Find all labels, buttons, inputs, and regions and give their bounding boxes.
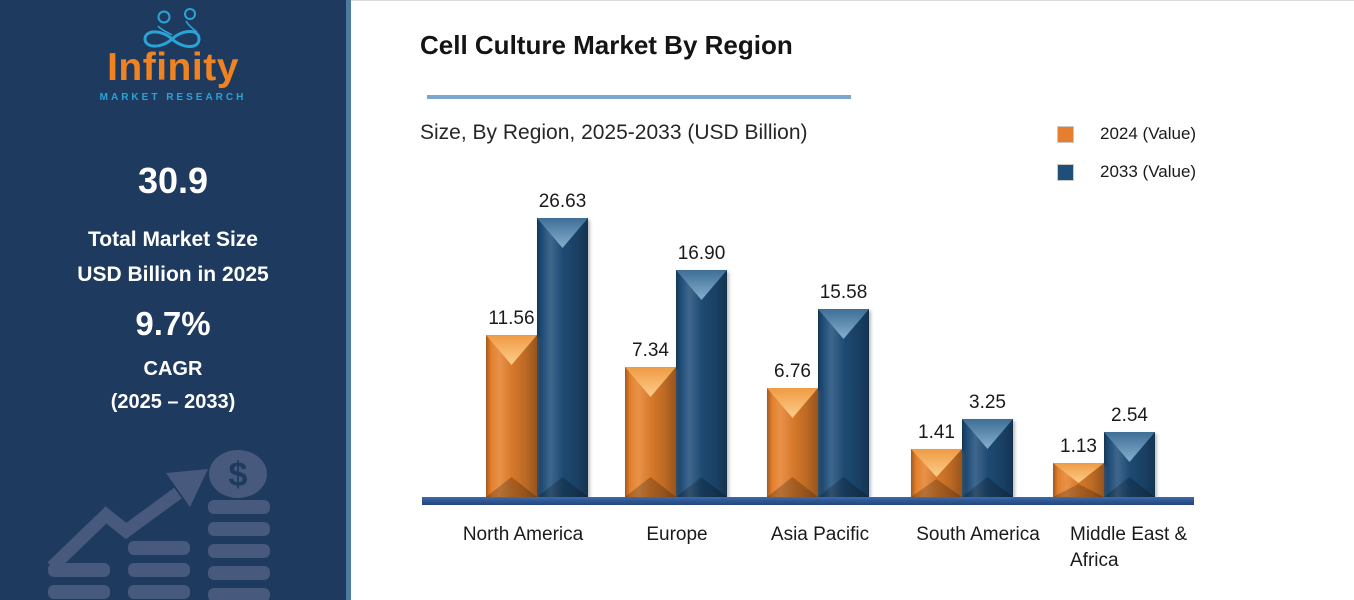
x-axis-label-south-america: South America — [916, 524, 1040, 545]
bar-bevel-shadow — [676, 477, 727, 497]
bar-2024-south-america — [911, 449, 962, 497]
bar-2033-north-america — [537, 218, 588, 497]
bar-bevel-shadow — [537, 477, 588, 497]
legend-item-2033: 2033 (Value) — [1057, 162, 1196, 182]
cagr-value: 9.7% — [135, 305, 211, 342]
bar-bevel-shadow — [911, 479, 962, 497]
page-title: Cell Culture Market By Region — [420, 30, 793, 60]
bar-bevel-highlight — [1053, 463, 1104, 483]
bar-bevel-highlight — [537, 218, 588, 248]
bar-bevel-highlight — [767, 388, 818, 418]
bar-2024-north-america — [486, 335, 537, 497]
bar-2024-europe — [625, 367, 676, 497]
value-label-2033-asia-pacific: 15.58 — [819, 282, 868, 303]
value-label-2033-south-america: 3.25 — [969, 392, 1006, 413]
bar-2033-south-america — [962, 419, 1013, 497]
bar-bevel-highlight — [911, 449, 962, 477]
bar-2033-middle-east-africa — [1104, 432, 1155, 497]
x-axis-label-middle-east-africa: Middle East & Africa — [1070, 524, 1188, 571]
bar-bevel-shadow — [962, 477, 1013, 497]
bar-2033-europe — [676, 270, 727, 497]
bar-bevel-shadow — [1104, 477, 1155, 497]
bar-bevel-shadow — [625, 477, 676, 497]
x-axis-label-asia-pacific: Asia Pacific — [770, 524, 870, 545]
cagr-label: CAGR — [143, 358, 203, 380]
cagr-period: (2025 – 2033) — [110, 391, 236, 413]
stat-total-market-size: 30.9 Total Market Size USD Billion in 20… — [0, 160, 346, 292]
bar-bevel-highlight — [676, 270, 727, 300]
market-size-value: 30.9 — [137, 160, 209, 201]
stat-cagr: 9.7% CAGR (2025 – 2033) — [0, 305, 346, 419]
brand-logo: Infinity MARKET RESEARCH — [0, 8, 346, 103]
value-label-2024-north-america: 11.56 — [488, 308, 535, 329]
title-underline — [427, 95, 851, 99]
legend-label-2024: 2024 (Value) — [1100, 124, 1197, 143]
value-label-2024-europe: 7.34 — [632, 340, 669, 361]
bar-bevel-highlight — [486, 335, 537, 365]
bar-bevel-highlight — [818, 309, 869, 339]
market-size-label-line2: USD Billion in 2025 — [77, 263, 269, 286]
sidebar: Infinity MARKET RESEARCH 30.9 Total Mark… — [0, 0, 346, 600]
legend: 2024 (Value) 2033 (Value) — [1057, 124, 1196, 182]
x-axis-line — [422, 497, 1194, 505]
bar-bevel-highlight — [1104, 432, 1155, 462]
x-axis-label-north-america: North America — [462, 524, 584, 545]
growth-chart-watermark-icon: $ — [47, 450, 270, 600]
value-label-2033-europe: 16.90 — [677, 243, 726, 264]
brand-name: Infinity — [107, 46, 239, 89]
value-label-2024-asia-pacific: 6.76 — [774, 361, 811, 382]
bar-bevel-shadow — [767, 477, 818, 497]
legend-label-2033: 2033 (Value) — [1100, 162, 1197, 181]
bar-bevel-shadow — [486, 477, 537, 497]
value-label-2024-middle-east-africa: 1.13 — [1060, 436, 1097, 457]
dollar-sign-glyph: $ — [229, 456, 248, 494]
infinity-logo-icon — [143, 8, 201, 48]
value-label-2033-north-america: 26.63 — [538, 191, 587, 212]
legend-swatch-2033 — [1057, 163, 1074, 181]
market-size-label-line1: Total Market Size — [88, 228, 258, 251]
value-label-2024-south-america: 1.41 — [918, 422, 955, 443]
bar-bevel-highlight — [962, 419, 1013, 449]
bar-bevel-shadow — [818, 477, 869, 497]
chart-subtitle: Size, By Region, 2025-2033 (USD Billion) — [420, 121, 808, 144]
legend-item-2024: 2024 (Value) — [1057, 124, 1196, 144]
bar-2024-asia-pacific — [767, 388, 818, 497]
legend-swatch-2024 — [1057, 125, 1074, 143]
bar-2024-middle-east-africa — [1053, 463, 1104, 497]
sidebar-accent-stripe — [346, 0, 351, 600]
bar-bevel-highlight — [625, 367, 676, 397]
bar-2033-asia-pacific — [818, 309, 869, 497]
bar-bevel-shadow — [1053, 484, 1104, 497]
value-label-2033-middle-east-africa: 2.54 — [1111, 405, 1148, 426]
x-axis-label-europe: Europe — [646, 524, 708, 545]
brand-tagline: MARKET RESEARCH — [99, 91, 247, 103]
